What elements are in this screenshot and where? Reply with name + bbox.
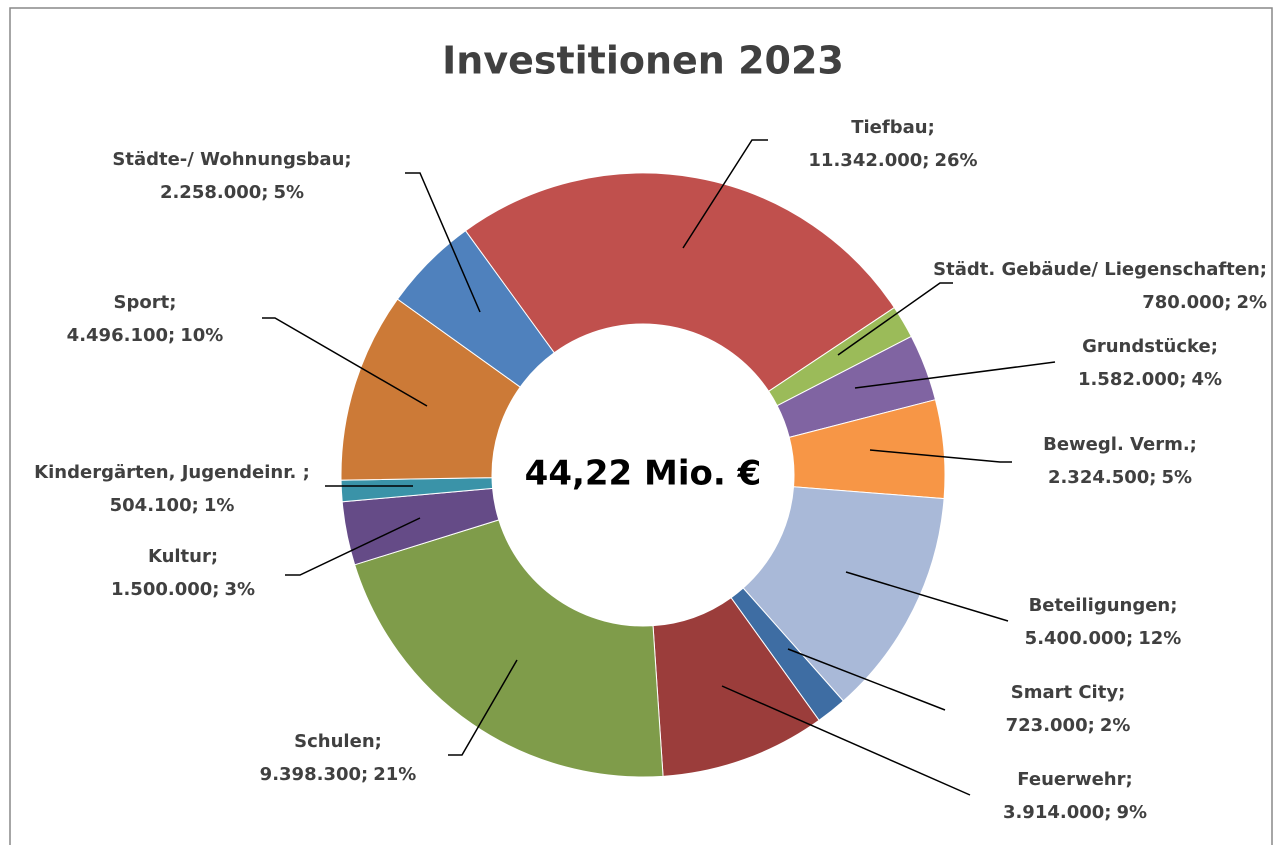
value-label: 2.258.000; [160,182,269,203]
data-label: 1.500.000; 3% [111,579,255,600]
percent-label: 4% [1191,369,1222,390]
value-label: 11.342.000; [808,150,929,171]
data-label-name: Smart City; [1011,682,1126,703]
leader-line [837,282,953,356]
value-label: 1.500.000; [111,579,220,600]
percent-label: 21% [373,764,416,785]
data-label-name: Kultur; [148,546,218,567]
data-label: 11.342.000; 26% [808,150,977,171]
percent-label: 1% [204,495,235,516]
value-label: 780.000; [1142,292,1231,313]
value-label: 2.324.500; [1048,467,1157,488]
percent-label: 3% [224,579,255,600]
slice [464,172,896,392]
value-label: 9.398.300; [260,764,369,785]
slice [742,486,945,702]
data-label: 1.582.000; 4% [1078,369,1222,390]
data-label-name: Kindergärten, Jugendeinr. ; [34,462,310,483]
leader-line [448,659,518,756]
data-label-name: Beteiligungen; [1029,595,1178,616]
data-label-name: Sport; [114,292,177,313]
data-label: 9.398.300; 21% [260,764,417,785]
value-label: 504.100; [110,495,199,516]
data-label-name: Bewegl. Verm.; [1043,434,1197,455]
value-label: 723.000; [1006,715,1095,736]
frame [9,7,1273,845]
center-label: 44,22 Mio. € [525,454,762,494]
value-label: 3.914.000; [1003,802,1112,823]
leader-line [262,317,428,407]
percent-label: 9% [1116,802,1147,823]
data-label-name: Städte-/ Wohnungsbau; [112,149,351,170]
data-label-name: Städt. Gebäude/ Liegenschaften; [933,259,1267,280]
data-label: 3.914.000; 9% [1003,802,1147,823]
data-label: 2.324.500; 5% [1048,467,1192,488]
value-label: 4.496.100; [67,325,176,346]
slice [396,229,555,388]
data-label: 723.000; 2% [1006,715,1131,736]
leader-line [854,361,1056,389]
percent-label: 12% [1138,628,1181,649]
percent-label: 10% [180,325,223,346]
percent-label: 2% [1236,292,1267,313]
percent-label: 5% [1161,467,1192,488]
leader-line [285,517,421,576]
percent-label: 26% [934,150,977,171]
data-label: 504.100; 1% [110,495,235,516]
leader-line [869,449,1012,463]
data-label-name: Schulen; [294,731,382,752]
data-label-name: Tiefbau; [851,117,935,138]
data-label: 4.496.100; 10% [67,325,224,346]
leader-line [721,685,971,796]
data-label-name: Grundstücke; [1082,336,1218,357]
leader-line [405,172,481,313]
data-label-name: Feuerwehr; [1017,769,1132,790]
leader-line [787,648,946,711]
leader-line [845,571,1009,622]
data-label: 5.400.000; 12% [1025,628,1182,649]
value-label: 1.582.000; [1078,369,1187,390]
data-label: 2.258.000; 5% [160,182,304,203]
slice [354,519,664,778]
percent-label: 5% [273,182,304,203]
chart-title: Investitionen 2023 [442,39,844,83]
value-label: 5.400.000; [1025,628,1134,649]
leader-line [682,139,768,249]
data-label: 780.000; 2% [1142,292,1267,313]
percent-label: 2% [1100,715,1131,736]
